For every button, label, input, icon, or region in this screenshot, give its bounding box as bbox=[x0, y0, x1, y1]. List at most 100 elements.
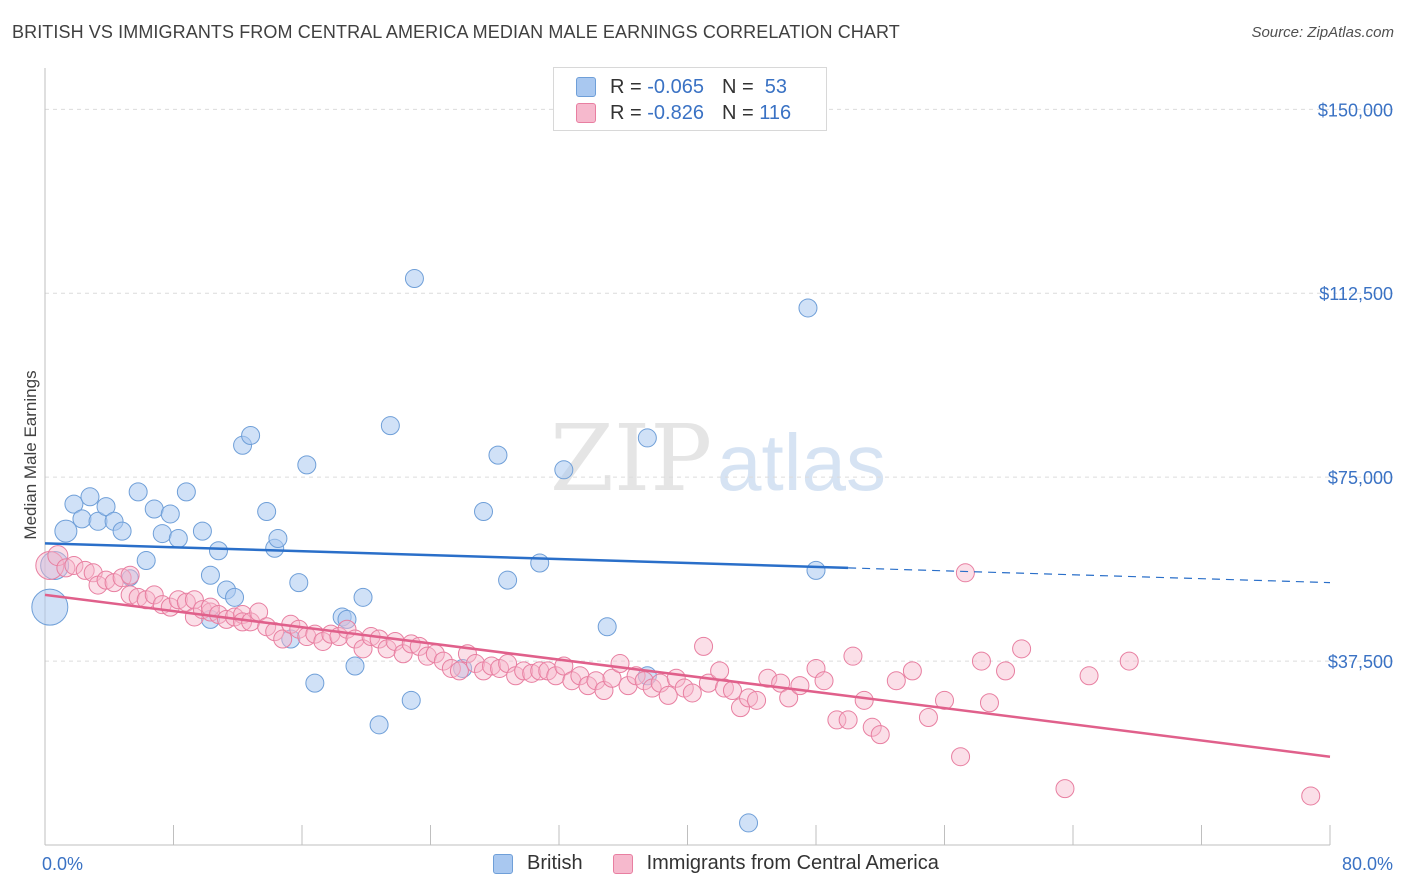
british-point bbox=[64, 494, 84, 514]
british-point bbox=[297, 455, 317, 475]
immigrant-point bbox=[658, 685, 678, 705]
immigrant-point bbox=[273, 629, 293, 649]
watermark-atlas: atlas bbox=[717, 418, 886, 507]
british-points bbox=[31, 269, 826, 833]
immigrant-point bbox=[827, 710, 847, 730]
immigrant-point bbox=[47, 545, 69, 567]
british-point bbox=[353, 587, 373, 607]
immigrant-point bbox=[854, 690, 874, 710]
immigrant-point bbox=[747, 690, 767, 710]
british-point bbox=[152, 524, 172, 544]
y-tick-label: $150,000 bbox=[1318, 100, 1393, 120]
immigrant-point bbox=[814, 671, 834, 691]
british-point bbox=[200, 565, 220, 585]
immigrant-point bbox=[758, 668, 778, 688]
immigrant-point bbox=[465, 654, 485, 674]
british-point bbox=[453, 658, 473, 678]
immigrant-point bbox=[739, 688, 759, 708]
immigrant-point bbox=[522, 663, 542, 683]
r-label: R = bbox=[610, 75, 642, 98]
british-point bbox=[136, 551, 156, 571]
british-point bbox=[637, 428, 657, 448]
n-label: N = bbox=[721, 101, 754, 124]
british-point bbox=[530, 553, 550, 573]
immigrant-point bbox=[862, 717, 882, 737]
british-point bbox=[176, 482, 196, 502]
immigrant-point bbox=[886, 671, 906, 691]
y-tick-label: $75,000 bbox=[1328, 468, 1393, 488]
y-tick-label: $37,500 bbox=[1328, 652, 1393, 672]
british-point bbox=[96, 497, 116, 517]
immigrant-point bbox=[870, 725, 890, 745]
immigrant-swatch bbox=[612, 853, 633, 874]
legend-row-british: R = -0.065 N = 53 bbox=[576, 75, 787, 99]
immigrant-point bbox=[634, 671, 654, 691]
immigrant-point bbox=[843, 646, 863, 666]
immigrant-point bbox=[996, 661, 1016, 681]
immigrant-point bbox=[64, 555, 84, 575]
british-point bbox=[54, 519, 78, 543]
british-point bbox=[128, 482, 148, 502]
british-point bbox=[498, 570, 518, 590]
british-point bbox=[144, 499, 164, 519]
immigrant-point bbox=[393, 644, 413, 664]
british-point bbox=[597, 617, 617, 637]
immigrant-point bbox=[918, 707, 938, 727]
immigrant-point bbox=[35, 550, 65, 580]
immigrant-point bbox=[449, 661, 469, 681]
british-point bbox=[208, 541, 228, 561]
british-point bbox=[289, 573, 309, 593]
immigrant-point bbox=[1079, 666, 1099, 686]
immigrant-point bbox=[433, 651, 453, 671]
immigrant-point bbox=[682, 683, 702, 703]
british-point bbox=[806, 560, 826, 580]
immigrant-point bbox=[710, 661, 730, 681]
immigrant-point bbox=[902, 661, 922, 681]
british-point bbox=[241, 425, 261, 445]
immigrant-trend-line bbox=[44, 593, 1331, 758]
legend-label-british: British bbox=[527, 852, 583, 874]
immigrant-point bbox=[144, 585, 164, 605]
watermark: ZIP atlas bbox=[550, 405, 886, 512]
british-point bbox=[112, 521, 132, 541]
immigrant-point bbox=[1055, 779, 1075, 799]
british-point bbox=[474, 501, 494, 521]
immigrant-point bbox=[722, 681, 742, 701]
immigrant-point bbox=[610, 654, 630, 674]
immigrant-point bbox=[112, 568, 132, 588]
immigrant-point bbox=[971, 651, 991, 671]
british-point bbox=[404, 269, 424, 289]
y-axis-label: Median Male Earnings bbox=[21, 370, 40, 539]
n-value: 53 bbox=[764, 75, 788, 98]
trend-lines bbox=[44, 542, 1331, 758]
british-point bbox=[369, 715, 389, 735]
y-tick-labels: $37,500 $75,000 $112,500 $150,000 bbox=[1318, 100, 1393, 672]
british-point bbox=[798, 298, 818, 318]
immigrant-point bbox=[96, 570, 116, 590]
legend-item-british: British bbox=[493, 852, 583, 875]
immigrant-point bbox=[1119, 651, 1139, 671]
immigrant-point bbox=[75, 560, 95, 580]
british-point bbox=[488, 445, 508, 465]
british-point bbox=[160, 504, 180, 524]
axes bbox=[44, 68, 1331, 846]
british-swatch bbox=[576, 77, 596, 97]
legend-label-immigrants: Immigrants from Central America bbox=[646, 852, 939, 874]
immigrant-point bbox=[1012, 639, 1032, 659]
stats-legend: R = -0.065 N = 53 R = -0.826 N = 116 bbox=[553, 67, 827, 131]
british-point bbox=[72, 509, 92, 529]
r-value: -0.826 bbox=[647, 101, 704, 124]
british-point bbox=[192, 521, 212, 541]
british-point bbox=[305, 673, 325, 693]
legend-item-immigrants: Immigrants from Central America bbox=[612, 852, 939, 875]
immigrant-point bbox=[602, 668, 622, 688]
immigrant-point bbox=[168, 590, 188, 610]
british-point bbox=[337, 609, 357, 629]
immigrant-point bbox=[731, 698, 751, 718]
immigrant-point bbox=[838, 710, 858, 730]
n-label: N = bbox=[721, 75, 754, 98]
immigrant-point bbox=[120, 565, 140, 585]
x-tick-label: 0.0% bbox=[42, 854, 83, 874]
immigrant-swatch bbox=[576, 103, 596, 123]
british-point bbox=[168, 528, 188, 548]
